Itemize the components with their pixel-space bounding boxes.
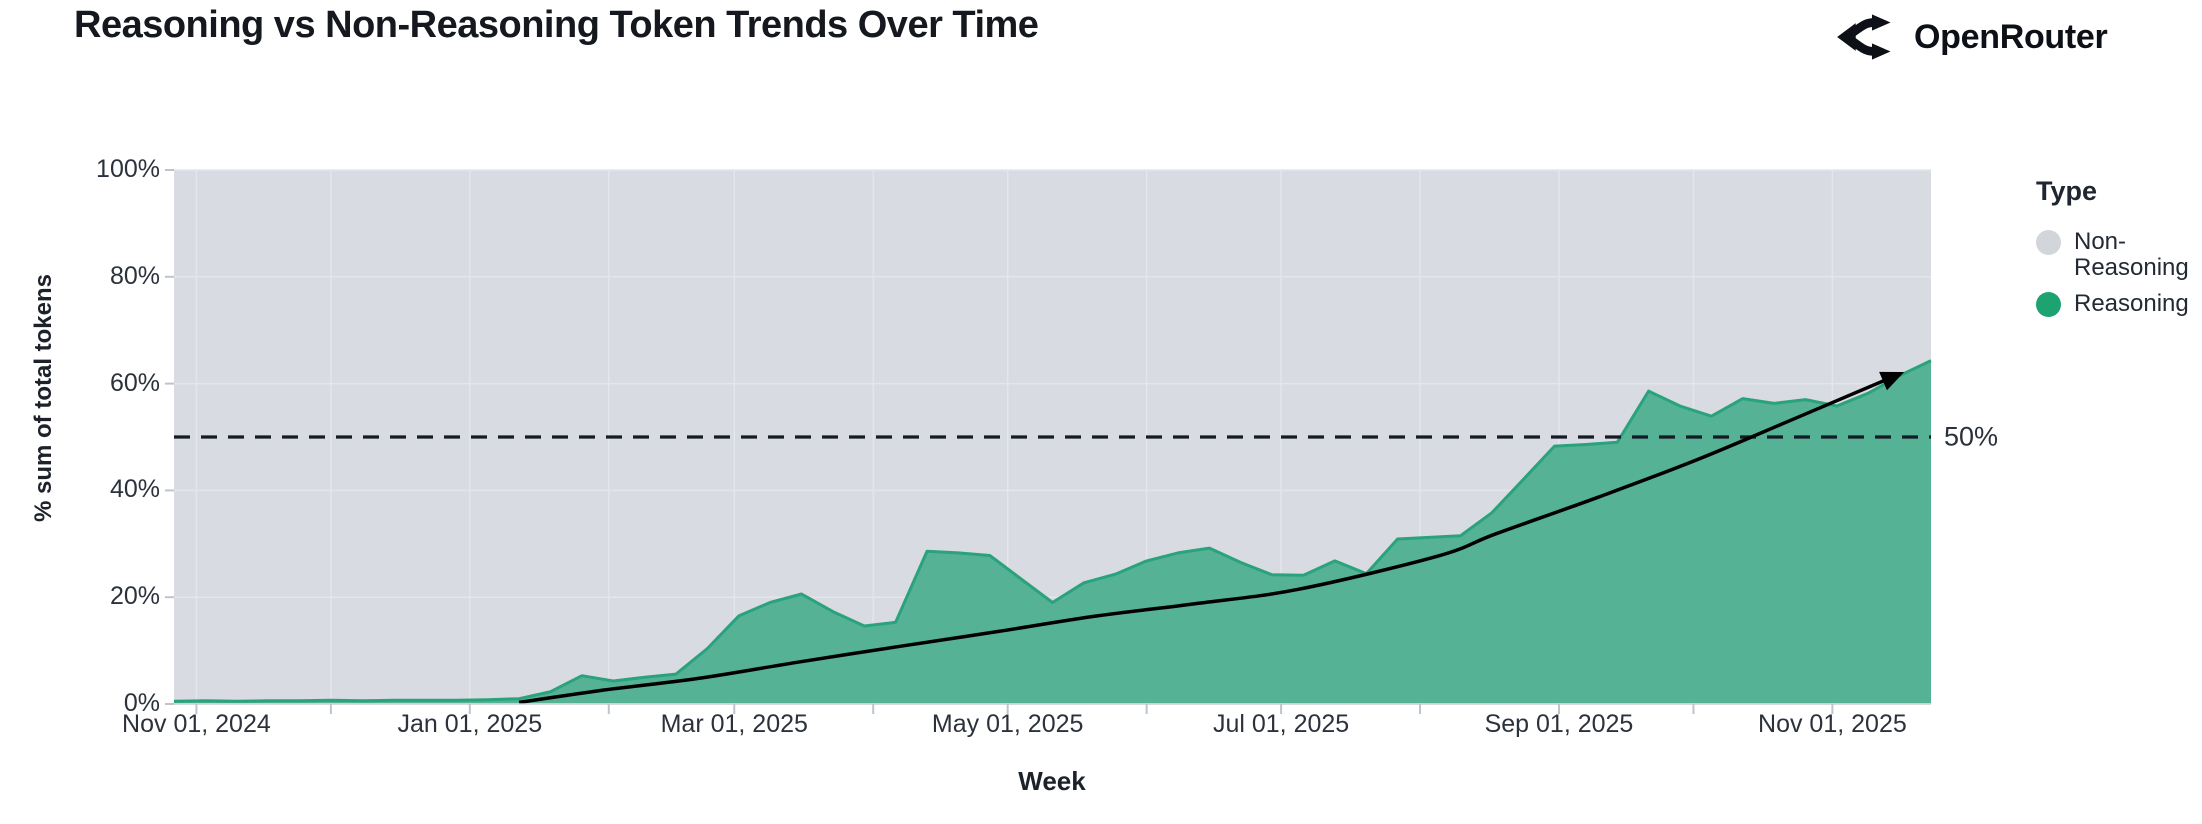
y-tick-label: 20% bbox=[109, 582, 160, 611]
x-tick-label: Sep 01, 2025 bbox=[1484, 710, 1634, 738]
legend-swatch-icon bbox=[2036, 291, 2061, 317]
x-tick-label: Jul 01, 2025 bbox=[1212, 710, 1350, 738]
y-tick-label: 100% bbox=[96, 155, 160, 183]
legend: Type Non-Reasoning Reasoning bbox=[2036, 176, 2200, 326]
y-tick-label: 0% bbox=[123, 689, 160, 717]
x-tick-label: Mar 01, 2025 bbox=[660, 710, 808, 738]
legend-item-label: Non-Reasoning bbox=[2074, 228, 2189, 282]
x-tick-label: Jan 01, 2025 bbox=[397, 710, 543, 738]
y-axis-title: % sum of total tokens bbox=[30, 273, 57, 523]
x-tick-label: May 01, 2025 bbox=[931, 710, 1084, 738]
brand-name: OpenRouter bbox=[1914, 17, 2108, 56]
y-tick-label: 80% bbox=[109, 261, 160, 290]
legend-item-label: Reasoning bbox=[2074, 289, 2189, 317]
x-tick-label: Nov 01, 2025 bbox=[1758, 710, 1907, 738]
openrouter-logo-icon bbox=[1832, 8, 1898, 66]
x-tick-label: Nov 01, 2024 bbox=[122, 710, 271, 738]
legend-swatch-icon bbox=[2036, 230, 2061, 255]
y-tick-label: 60% bbox=[109, 368, 160, 397]
x-axis-title: Week bbox=[1018, 766, 1086, 796]
legend-items: Non-Reasoning Reasoning bbox=[2036, 228, 2200, 317]
legend-title: Type bbox=[2036, 176, 2098, 206]
legend-item: Reasoning bbox=[2036, 289, 2200, 317]
openrouter-brand: OpenRouter bbox=[1832, 8, 2108, 66]
legend-item: Non-Reasoning bbox=[2036, 228, 2200, 282]
y-tick-label: 40% bbox=[109, 475, 160, 504]
fifty-percent-annotation: 50% bbox=[1944, 421, 1999, 452]
page-title: Reasoning vs Non-Reasoning Token Trends … bbox=[74, 4, 1039, 46]
